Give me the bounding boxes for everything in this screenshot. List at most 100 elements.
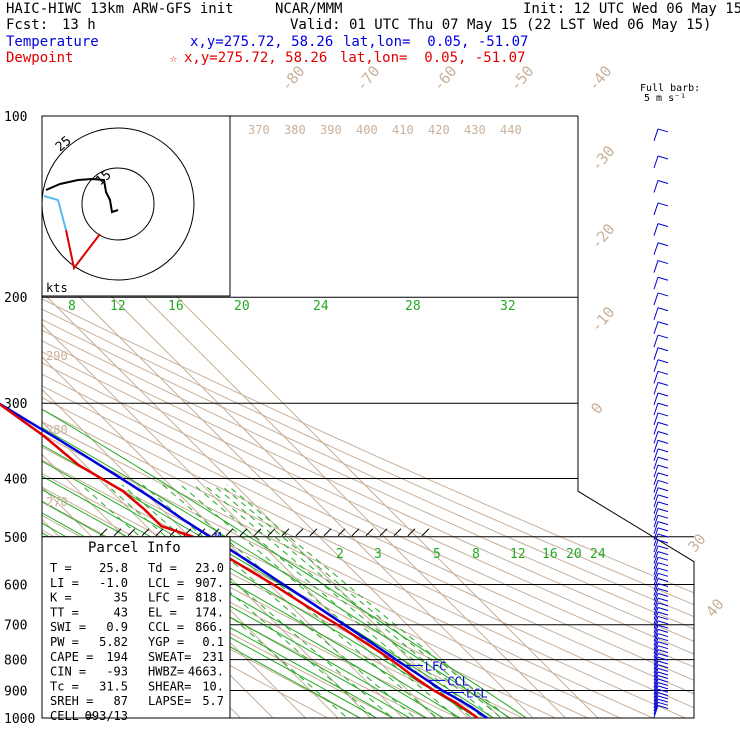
wind-barb	[657, 583, 669, 588]
mixing-ratio-line	[162, 484, 438, 718]
dewpoint-latlon: lat,lon= 0.05, -51.07	[340, 50, 526, 66]
wind-barb	[657, 611, 669, 616]
isotherm-label: -10	[587, 303, 618, 335]
isotherm-label: -20	[587, 220, 618, 252]
theta-label: 380	[284, 123, 306, 137]
wind-barb	[653, 660, 659, 674]
wind-barb	[653, 671, 659, 685]
hodograph-trace	[65, 229, 101, 271]
wind-barb	[657, 370, 669, 375]
wind-barb	[657, 545, 669, 550]
wind-barb	[657, 551, 669, 556]
isotherm-label: 0	[587, 399, 607, 417]
wind-barb	[657, 128, 669, 133]
isotherm-label: -30	[587, 142, 618, 174]
wind-barb	[653, 629, 659, 642]
hatch-mark	[407, 528, 416, 537]
hodograph-ring	[81, 167, 155, 241]
dry-adiabat-line	[42, 351, 694, 655]
wind-barb	[657, 487, 669, 492]
wind-barb	[657, 602, 669, 607]
wind-barb	[653, 155, 659, 169]
wind-barb	[657, 667, 669, 672]
wind-barb	[653, 402, 659, 416]
wind-barb	[657, 334, 669, 339]
wind-barb	[653, 307, 659, 320]
wind-barb	[653, 223, 659, 236]
wind-barb	[657, 533, 669, 538]
wind-barb	[653, 557, 659, 570]
wind-barb	[657, 501, 669, 506]
wind-barb	[653, 321, 659, 334]
wind-barb	[653, 562, 659, 575]
wind-barb	[653, 597, 659, 611]
parcel-key: YGP =	[148, 635, 184, 649]
wind-barb	[657, 180, 669, 184]
hodograph-trace	[43, 195, 67, 231]
dry-adiabat-line	[42, 298, 694, 594]
isotherm-line	[42, 323, 437, 718]
wind-barb	[653, 649, 659, 662]
parcel-value: 4663.	[188, 665, 224, 679]
wind-barb	[657, 521, 669, 526]
parcel-key: K =	[50, 591, 72, 605]
parcel-value: 907.	[195, 576, 224, 590]
hatch-mark	[239, 528, 248, 537]
wind-barb	[653, 620, 659, 633]
parcel-value: 5.82	[99, 635, 128, 649]
level-marker-label: CCL	[447, 674, 469, 688]
mixing-ratio-label: 16	[168, 299, 184, 314]
wind-barb	[653, 692, 659, 705]
mixing-ratio-label: 5	[433, 547, 441, 562]
wind-barb	[657, 381, 669, 386]
isotherm-label: 40	[702, 595, 727, 620]
parcel-value: -93	[106, 665, 128, 679]
wind-barb	[653, 689, 659, 702]
mixing-ratio-label: 8	[472, 547, 480, 562]
wind-barb	[653, 347, 659, 360]
mixing-ratio-label: 2	[336, 547, 344, 562]
wind-barb	[657, 556, 669, 561]
dry-adiabat-line	[42, 385, 694, 695]
wind-barb	[653, 588, 659, 601]
theta-label: 430	[464, 123, 486, 137]
fcst-label: Fcst:	[6, 17, 49, 33]
wind-barb	[657, 514, 669, 519]
hatch-mark	[323, 528, 332, 537]
pressure-tick-label: 700	[4, 619, 27, 634]
dry-adiabat-line	[42, 340, 694, 642]
wind-barb	[657, 606, 669, 611]
parcel-value: 31.5	[99, 679, 128, 693]
hatch-mark	[309, 528, 318, 537]
wind-barb	[653, 641, 659, 654]
wind-barb	[653, 440, 659, 453]
dry-adiabat-line	[42, 308, 694, 606]
wind-barb	[657, 448, 669, 453]
dewpoint-star-icon: ☆	[170, 51, 178, 65]
wind-barb	[657, 701, 669, 706]
wind-barb	[653, 334, 659, 348]
wind-barb	[657, 695, 669, 700]
parcel-key: T =	[50, 561, 72, 575]
wind-barb	[657, 472, 669, 477]
mixing-ratio-label: 3	[374, 547, 382, 562]
wind-barb	[657, 292, 669, 297]
parcel-value: 194	[106, 650, 128, 664]
wind-barb	[657, 431, 669, 436]
hatch-mark	[393, 528, 402, 537]
hatch-mark	[127, 528, 136, 537]
wind-barb	[653, 578, 659, 591]
isotherm-line	[42, 291, 469, 718]
mixing-ratio-line	[121, 484, 394, 718]
parcel-key: Td =	[148, 561, 177, 575]
parcel-key: HWBZ=	[148, 665, 184, 679]
mixing-ratio-label: 24	[313, 299, 329, 314]
wind-barb	[653, 695, 659, 709]
wind-barb	[653, 682, 659, 695]
dry-adiabat-line	[42, 329, 694, 630]
wind-barb	[657, 615, 669, 620]
wind-barb	[657, 692, 669, 697]
hatch-mark	[141, 528, 150, 537]
wind-barb	[653, 521, 659, 534]
